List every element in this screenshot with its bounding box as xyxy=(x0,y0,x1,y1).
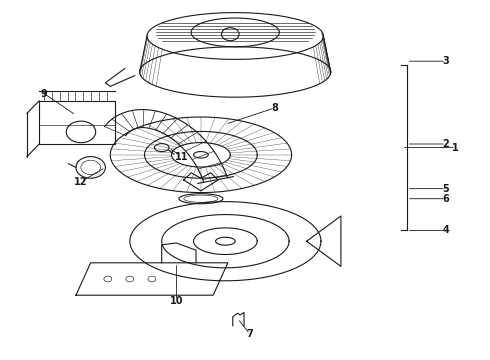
Text: 9: 9 xyxy=(41,89,48,99)
Text: 8: 8 xyxy=(271,103,278,113)
Text: 12: 12 xyxy=(74,177,88,187)
Text: 6: 6 xyxy=(442,194,449,204)
Text: 10: 10 xyxy=(170,296,183,306)
Text: 1: 1 xyxy=(452,143,459,153)
Text: 4: 4 xyxy=(442,225,449,235)
Bar xyxy=(39,101,115,144)
Text: 5: 5 xyxy=(442,184,449,194)
Text: 11: 11 xyxy=(174,152,188,162)
Text: 7: 7 xyxy=(246,329,253,339)
Text: 3: 3 xyxy=(442,56,449,66)
Text: 2: 2 xyxy=(442,139,449,149)
